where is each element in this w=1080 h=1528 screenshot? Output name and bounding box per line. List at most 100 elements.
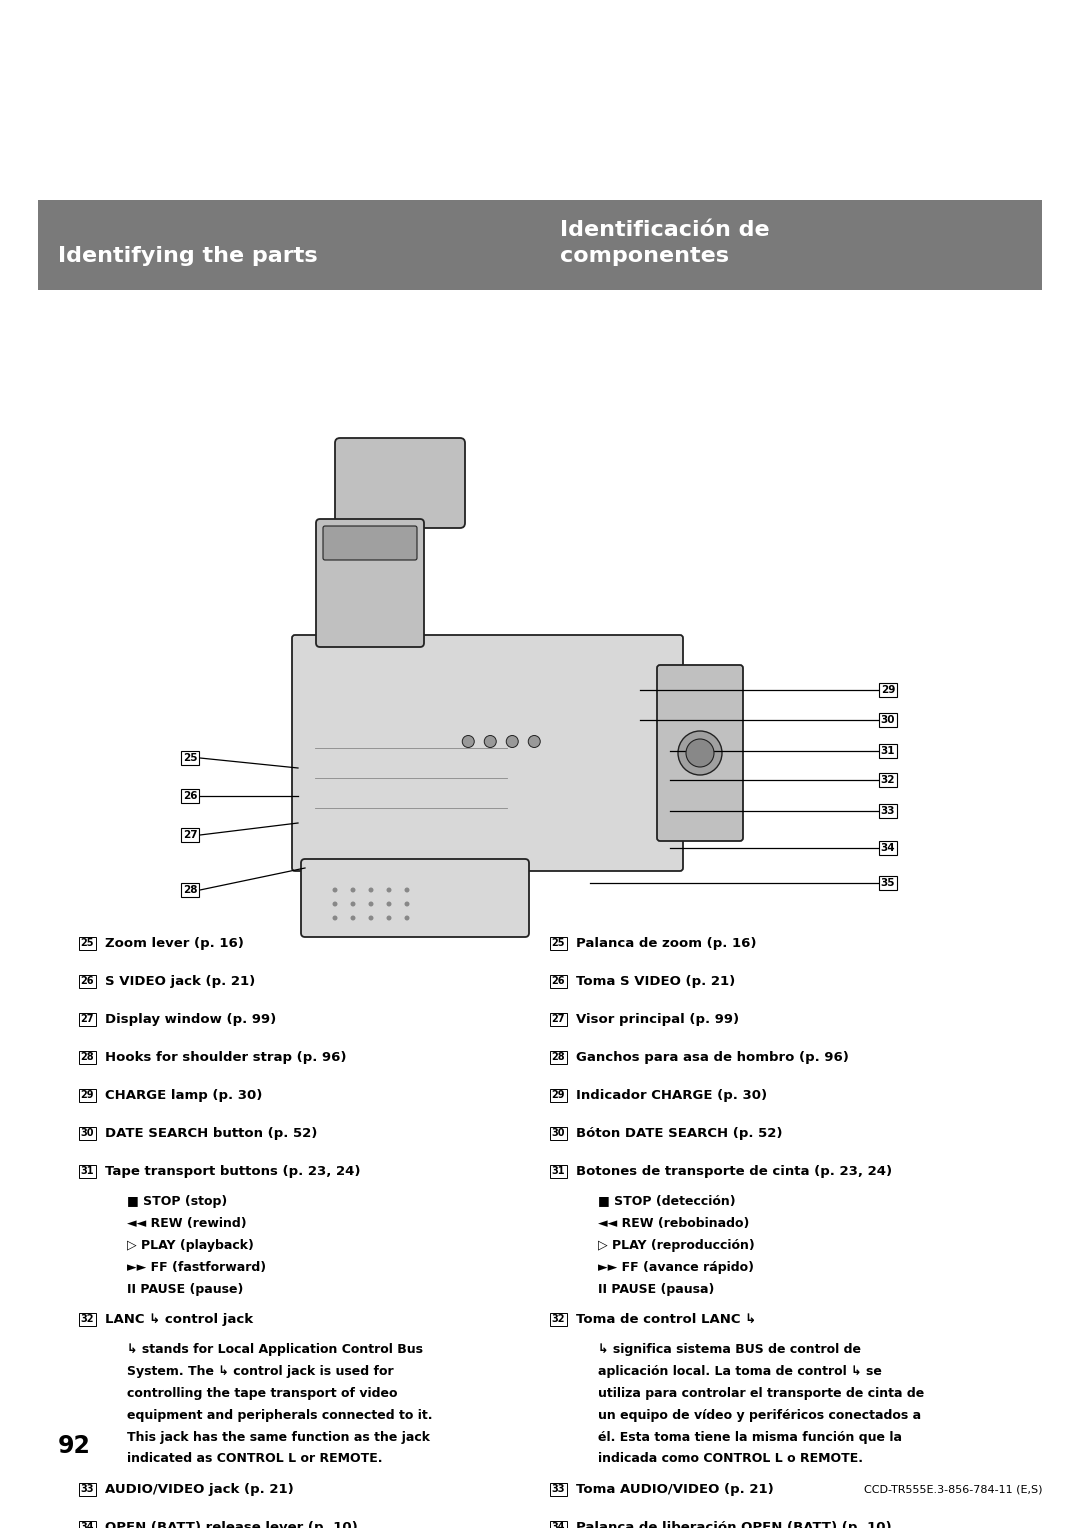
Circle shape (333, 915, 337, 920)
Circle shape (405, 902, 409, 906)
Bar (79, 937, 95, 949)
Text: un equipo de vídeo y periféricos conectados a: un equipo de vídeo y periféricos conecta… (598, 1409, 921, 1421)
Text: equipment and peripherals connected to it.: equipment and peripherals connected to i… (127, 1409, 432, 1421)
Bar (550, 1013, 567, 1025)
FancyBboxPatch shape (301, 859, 529, 937)
Text: indicada como CONTROL L o REMOTE.: indicada como CONTROL L o REMOTE. (598, 1453, 863, 1465)
Text: ◄◄ REW (rewind): ◄◄ REW (rewind) (127, 1216, 246, 1230)
Text: ↳ stands for Local Application Control Bus: ↳ stands for Local Application Control B… (127, 1343, 423, 1355)
Bar (550, 1313, 567, 1325)
Circle shape (351, 902, 355, 906)
Circle shape (368, 902, 374, 906)
Bar (79, 1482, 95, 1496)
Text: Zoom lever (p. 16): Zoom lever (p. 16) (105, 937, 244, 949)
Text: Toma AUDIO/VIDEO (p. 21): Toma AUDIO/VIDEO (p. 21) (576, 1482, 773, 1496)
Text: 34: 34 (80, 1522, 94, 1528)
Text: 32: 32 (80, 1314, 94, 1323)
FancyBboxPatch shape (335, 439, 465, 529)
Text: 33: 33 (881, 805, 895, 816)
Text: 35: 35 (881, 879, 895, 888)
Text: Botones de transporte de cinta (p. 23, 24): Botones de transporte de cinta (p. 23, 2… (576, 1164, 892, 1178)
Bar (79, 1013, 95, 1025)
Text: Hooks for shoulder strap (p. 96): Hooks for shoulder strap (p. 96) (105, 1051, 347, 1063)
Text: CCD-TR555E.3-856-784-11 (E,S): CCD-TR555E.3-856-784-11 (E,S) (864, 1485, 1042, 1494)
Circle shape (368, 915, 374, 920)
Text: ►► FF (avance rápido): ►► FF (avance rápido) (598, 1261, 754, 1273)
Circle shape (484, 735, 496, 747)
Text: Toma S VIDEO (p. 21): Toma S VIDEO (p. 21) (576, 975, 735, 987)
Circle shape (351, 888, 355, 892)
Text: indicated as CONTROL L or REMOTE.: indicated as CONTROL L or REMOTE. (127, 1453, 382, 1465)
Text: Palanca de zoom (p. 16): Palanca de zoom (p. 16) (576, 937, 756, 949)
Bar (181, 883, 199, 897)
Text: Bóton DATE SEARCH (p. 52): Bóton DATE SEARCH (p. 52) (576, 1126, 783, 1140)
Bar (550, 1126, 567, 1140)
Text: 26: 26 (551, 976, 565, 986)
Text: 25: 25 (551, 938, 565, 947)
Bar (879, 840, 897, 856)
Text: 92: 92 (58, 1433, 91, 1458)
Bar (879, 876, 897, 889)
Text: 28: 28 (183, 885, 198, 895)
Bar (550, 1088, 567, 1102)
Text: ►► FF (fastforward): ►► FF (fastforward) (127, 1261, 266, 1273)
Circle shape (387, 888, 391, 892)
Circle shape (333, 902, 337, 906)
Text: Tape transport buttons (p. 23, 24): Tape transport buttons (p. 23, 24) (105, 1164, 361, 1178)
Bar (550, 1482, 567, 1496)
Bar (79, 1164, 95, 1178)
Text: 29: 29 (80, 1089, 94, 1100)
Text: 33: 33 (80, 1484, 94, 1494)
Bar (79, 975, 95, 987)
Text: Display window (p. 99): Display window (p. 99) (105, 1013, 276, 1025)
Text: ◄◄ REW (rebobinado): ◄◄ REW (rebobinado) (598, 1216, 750, 1230)
Circle shape (387, 915, 391, 920)
Bar (550, 937, 567, 949)
Text: 30: 30 (80, 1128, 94, 1138)
Text: 32: 32 (551, 1314, 565, 1323)
Bar (38, 200, 1042, 290)
Text: II PAUSE (pausa): II PAUSE (pausa) (598, 1282, 714, 1296)
Circle shape (686, 740, 714, 767)
Bar (879, 683, 897, 697)
FancyBboxPatch shape (316, 520, 424, 646)
Text: Identifying the parts: Identifying the parts (58, 246, 318, 266)
Text: 26: 26 (183, 792, 198, 801)
Text: 27: 27 (183, 830, 198, 840)
Text: ■ STOP (stop): ■ STOP (stop) (127, 1195, 227, 1207)
Text: 29: 29 (881, 685, 895, 695)
Text: LANC ↳ control jack: LANC ↳ control jack (105, 1313, 253, 1325)
Text: 31: 31 (881, 746, 895, 756)
Bar (550, 1164, 567, 1178)
Text: Indicador CHARGE (p. 30): Indicador CHARGE (p. 30) (576, 1088, 767, 1102)
Bar (550, 1520, 567, 1528)
Circle shape (405, 915, 409, 920)
Text: 25: 25 (183, 753, 198, 762)
Bar (79, 1051, 95, 1063)
Circle shape (351, 915, 355, 920)
Bar (879, 804, 897, 817)
Circle shape (368, 888, 374, 892)
FancyBboxPatch shape (657, 665, 743, 840)
Text: 30: 30 (881, 715, 895, 724)
Text: 34: 34 (551, 1522, 565, 1528)
Bar (79, 1313, 95, 1325)
FancyBboxPatch shape (292, 636, 683, 871)
Bar (879, 744, 897, 758)
Text: controlling the tape transport of video: controlling the tape transport of video (127, 1386, 397, 1400)
Circle shape (678, 730, 723, 775)
Text: 28: 28 (551, 1051, 565, 1062)
Text: Palanca de liberación OPEN (BATT) (p. 10): Palanca de liberación OPEN (BATT) (p. 10… (576, 1520, 892, 1528)
Text: ▷ PLAY (playback): ▷ PLAY (playback) (127, 1239, 254, 1251)
Text: II PAUSE (pause): II PAUSE (pause) (127, 1282, 243, 1296)
Text: S VIDEO jack (p. 21): S VIDEO jack (p. 21) (105, 975, 255, 987)
Text: 25: 25 (80, 938, 94, 947)
Text: ↳ significa sistema BUS de control de: ↳ significa sistema BUS de control de (598, 1343, 861, 1355)
Bar (79, 1520, 95, 1528)
Bar (79, 1126, 95, 1140)
Circle shape (387, 902, 391, 906)
Circle shape (462, 735, 474, 747)
Text: aplicación local. La toma de control ↳ se: aplicación local. La toma de control ↳ s… (598, 1365, 882, 1378)
Text: 27: 27 (80, 1015, 94, 1024)
Text: 29: 29 (551, 1089, 565, 1100)
